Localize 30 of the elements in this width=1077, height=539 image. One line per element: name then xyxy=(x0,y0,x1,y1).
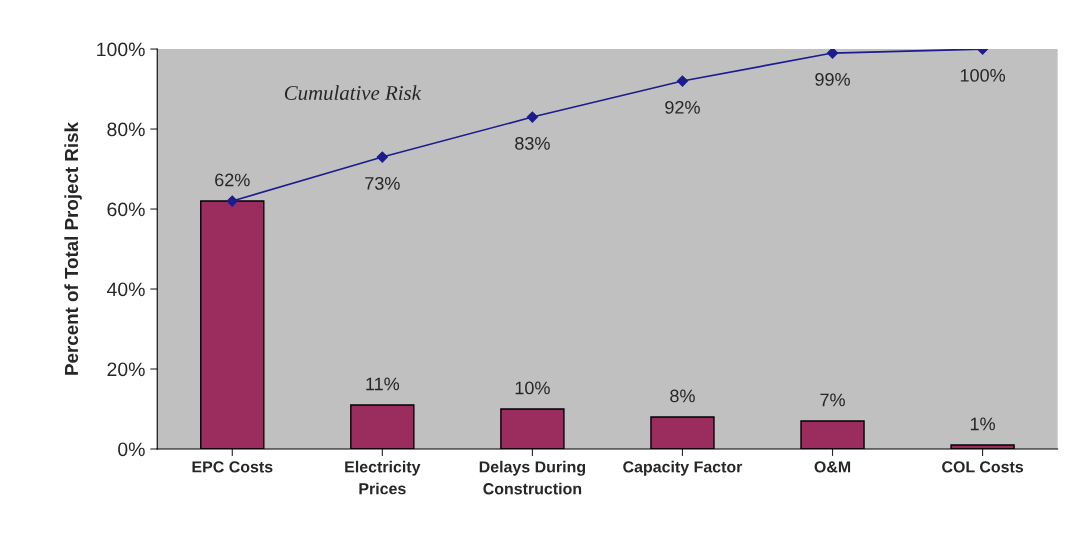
data-label: 10% xyxy=(515,381,550,395)
x-tick-label: Electricity Prices xyxy=(345,460,421,495)
point xyxy=(226,195,238,207)
data-label: 62% xyxy=(215,173,250,187)
data-label: 99% xyxy=(815,72,850,86)
data-label: 100% xyxy=(960,68,1006,82)
point xyxy=(676,75,689,87)
data-label: 92% xyxy=(665,100,700,114)
point xyxy=(526,111,539,123)
y-tick-label: 40% xyxy=(106,282,145,297)
y-tick-label: 20% xyxy=(107,362,145,377)
data-label: 11% xyxy=(366,377,400,391)
point xyxy=(826,49,839,59)
y-axis-title: Percent of Total Project Risk xyxy=(64,122,82,375)
data-label: 83% xyxy=(515,136,550,150)
data-label: 7% xyxy=(820,393,845,407)
y-tick-label: 100% xyxy=(97,42,145,57)
x-tick-label: Capacity Factor xyxy=(623,460,743,476)
y-tick-label: 0% xyxy=(118,442,145,457)
data-label: 1% xyxy=(970,417,995,431)
data-label: 73% xyxy=(365,176,400,190)
point xyxy=(376,151,388,163)
text: Cumulative Risk xyxy=(284,85,422,101)
x-tick-label: O&M xyxy=(814,461,851,473)
data-label: 8% xyxy=(670,389,695,403)
x-tick-label: EPC Costs xyxy=(192,461,273,473)
x-tick-label: Delays During Construction xyxy=(479,460,586,495)
x-tick-label: COL Costs xyxy=(942,461,1024,473)
y-tick-label: 60% xyxy=(107,202,145,217)
y-tick-label: 80% xyxy=(107,122,145,137)
